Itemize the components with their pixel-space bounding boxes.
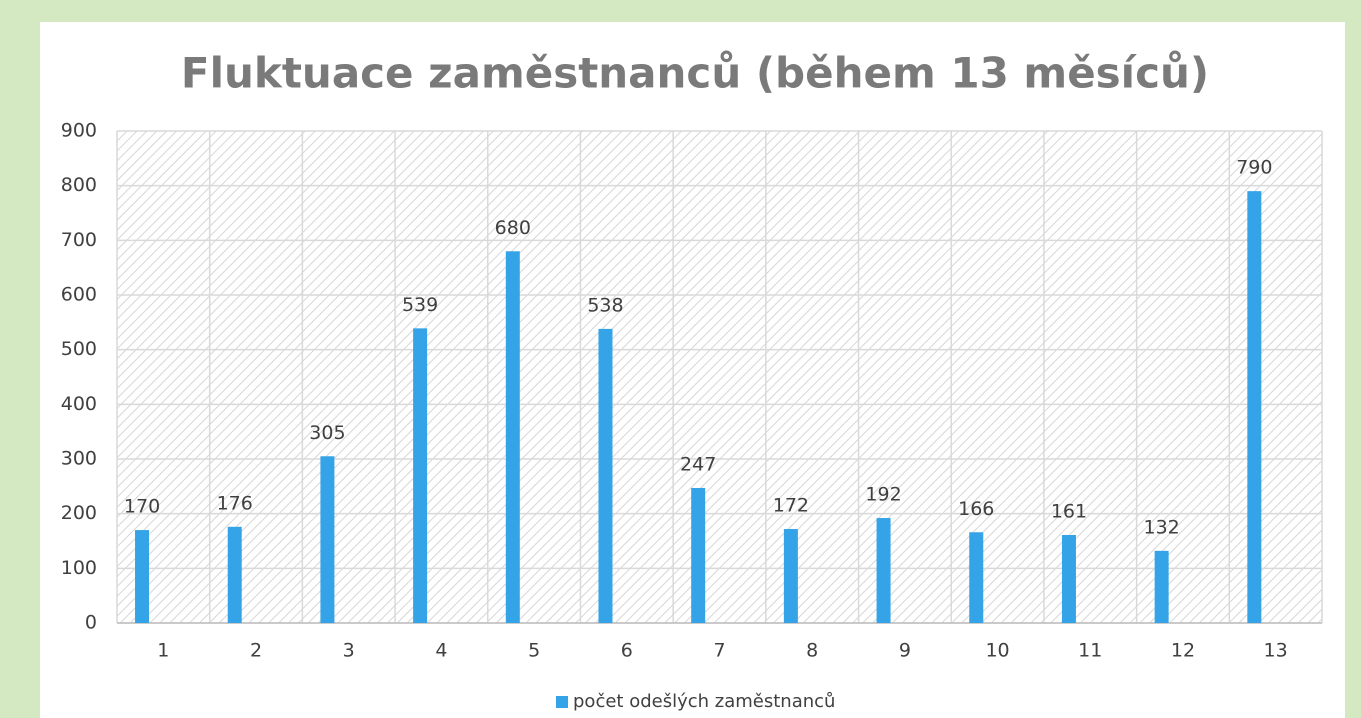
bar [135, 530, 150, 623]
x-tick-label: 6 [621, 640, 633, 662]
y-tick-label: 700 [61, 229, 97, 251]
bar [1247, 191, 1262, 623]
data-label: 176 [217, 492, 253, 514]
x-tick-label: 3 [343, 640, 355, 662]
data-label: 170 [124, 496, 160, 518]
bar [413, 328, 428, 623]
data-label: 680 [495, 217, 531, 239]
bar [1154, 550, 1169, 623]
bar [783, 528, 798, 623]
x-tick-label: 10 [985, 640, 1009, 662]
data-label: 538 [587, 294, 623, 316]
y-tick-label: 600 [61, 284, 97, 306]
x-tick-label: 8 [806, 640, 818, 662]
plot-area [117, 131, 1322, 623]
x-tick-label: 13 [1264, 640, 1288, 662]
y-tick-label: 500 [61, 338, 97, 360]
x-tick-label: 11 [1078, 640, 1102, 662]
y-tick-label: 100 [61, 557, 97, 579]
legend-swatch [556, 696, 568, 708]
x-tick-label: 2 [250, 640, 262, 662]
data-label: 132 [1144, 516, 1180, 538]
data-label: 192 [865, 484, 901, 506]
y-tick-label: 800 [61, 174, 97, 196]
y-tick-label: 900 [61, 120, 97, 142]
x-tick-label: 1 [157, 640, 169, 662]
data-label: 166 [958, 498, 994, 520]
x-tick-label: 7 [713, 640, 725, 662]
x-tick-label: 9 [899, 640, 911, 662]
data-label: 539 [402, 294, 438, 316]
x-tick-label: 4 [435, 640, 447, 662]
bar [320, 456, 335, 623]
y-tick-label: 400 [61, 393, 97, 415]
bar [691, 487, 706, 623]
x-tick-label: 5 [528, 640, 540, 662]
y-tick-label: 200 [61, 502, 97, 524]
bar [505, 251, 520, 623]
data-label: 305 [309, 422, 345, 444]
bar [969, 532, 984, 623]
data-label: 247 [680, 453, 716, 475]
legend-label: počet odešlých zaměstnanců [573, 691, 835, 712]
bar [598, 328, 613, 623]
chart-title: Fluktuace zaměstnanců (během 13 měsíců) [181, 49, 1209, 98]
bar [1061, 534, 1076, 623]
y-tick-label: 0 [85, 612, 97, 634]
data-label: 790 [1236, 157, 1272, 179]
y-tick-label: 300 [61, 448, 97, 470]
bar [227, 526, 242, 623]
data-label: 161 [1051, 500, 1087, 522]
bar [876, 518, 891, 623]
data-label: 172 [773, 494, 809, 516]
x-tick-label: 12 [1171, 640, 1195, 662]
